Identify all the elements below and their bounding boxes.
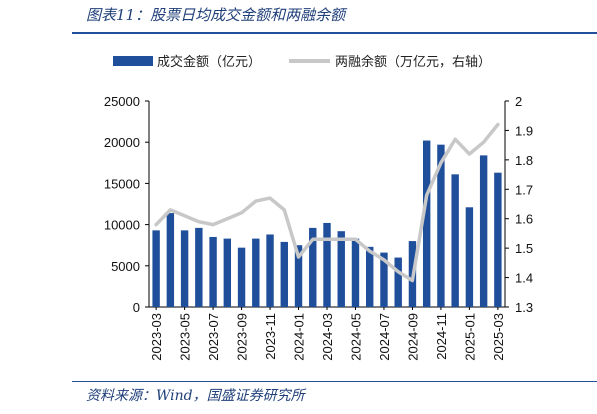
y-right-tick-label: 1.4 bbox=[515, 271, 533, 286]
bar bbox=[337, 231, 345, 307]
line-point bbox=[297, 255, 301, 259]
bar bbox=[223, 238, 232, 307]
legend: 成交金额（亿元） 两融余额（万亿元，右轴） bbox=[113, 54, 491, 70]
y-right-tick-label: 1.3 bbox=[515, 300, 533, 315]
x-tick-labels: 2023-03 2023-05 2023-07 2023-09 2023-11 2024-… bbox=[149, 307, 506, 361]
y-right-tick-label: 1.6 bbox=[515, 212, 533, 227]
x-tick-label: 2024-07 bbox=[377, 313, 392, 361]
x-tick-label: 2024-11 bbox=[434, 313, 449, 360]
line-point bbox=[496, 123, 500, 127]
bar bbox=[237, 247, 246, 307]
bar bbox=[280, 241, 288, 307]
axes: 0 5000 10000 15000 20000 25000 1.3 1.4 1.5 1.6 1.7… bbox=[104, 94, 533, 315]
x-tick-label: 2024-05 bbox=[348, 313, 363, 361]
line-point bbox=[254, 199, 258, 203]
line-point bbox=[453, 137, 457, 141]
line-point bbox=[425, 193, 429, 197]
figure-title: 图表11：股票日均成交金额和两融余额 bbox=[86, 6, 346, 24]
y-left-tick-label: 20000 bbox=[104, 135, 140, 150]
x-tick-label: 2023-05 bbox=[178, 313, 193, 361]
x-tick-label: 2023-09 bbox=[235, 313, 250, 361]
bar bbox=[366, 246, 374, 307]
x-tick-label: 2023-07 bbox=[206, 313, 221, 361]
line-point bbox=[282, 208, 286, 212]
bar bbox=[351, 238, 360, 307]
bar bbox=[465, 207, 474, 307]
x-tick-label: 2023-03 bbox=[149, 313, 164, 361]
line-point bbox=[197, 220, 201, 224]
line-series bbox=[154, 122, 500, 283]
line-point bbox=[268, 196, 272, 200]
line-point bbox=[325, 237, 329, 241]
y-left-tick-label: 10000 bbox=[104, 218, 140, 233]
y-left-tick-label: 0 bbox=[133, 300, 140, 315]
bar bbox=[195, 227, 203, 307]
line-point bbox=[225, 217, 229, 221]
legend-label-bar: 成交金额（亿元） bbox=[157, 54, 261, 70]
line-point bbox=[183, 214, 187, 218]
y-right-tick-label: 1.5 bbox=[515, 241, 533, 256]
line-point bbox=[368, 249, 372, 253]
bar bbox=[479, 155, 488, 307]
bar bbox=[294, 245, 303, 307]
bar bbox=[152, 230, 160, 307]
bar bbox=[180, 230, 189, 307]
line-point bbox=[439, 161, 443, 165]
bar bbox=[437, 144, 445, 307]
title-rule bbox=[72, 32, 597, 34]
line-point bbox=[154, 223, 158, 227]
line-point bbox=[211, 223, 215, 227]
bar bbox=[394, 257, 402, 307]
x-tick-label: 2024-09 bbox=[405, 313, 420, 361]
line-point bbox=[353, 237, 357, 241]
line-point bbox=[311, 237, 315, 241]
bar bbox=[266, 234, 274, 307]
bar bbox=[309, 227, 317, 307]
y-left-tick-label: 5000 bbox=[111, 259, 140, 274]
x-tick-label: 2025-03 bbox=[491, 313, 506, 361]
bar bbox=[422, 140, 431, 307]
y-right-tick-label: 2 bbox=[515, 94, 522, 109]
y-right-tick-label: 1.8 bbox=[515, 153, 533, 168]
x-tick-label: 2025-01 bbox=[462, 313, 477, 361]
bar bbox=[451, 174, 459, 307]
source-rule bbox=[72, 381, 597, 382]
legend-swatch-bar bbox=[113, 56, 153, 66]
line-point bbox=[396, 270, 400, 274]
legend-label-line: 两融余额（万亿元，右轴） bbox=[335, 54, 491, 70]
y-right-tick-label: 1.7 bbox=[515, 182, 533, 197]
x-tick-label: 2024-03 bbox=[320, 313, 335, 361]
line-point bbox=[168, 208, 172, 212]
bar bbox=[252, 238, 260, 307]
y-right-tick-label: 1.9 bbox=[515, 123, 533, 138]
line-point bbox=[467, 152, 471, 156]
line-point bbox=[410, 279, 414, 283]
y-left-tick-label: 15000 bbox=[104, 176, 140, 191]
y-left-tick-label: 25000 bbox=[104, 94, 140, 109]
line-point bbox=[339, 237, 343, 241]
source-note: 资料来源：Wind，国盛证券研究所 bbox=[86, 388, 305, 404]
x-tick-label: 2023-11 bbox=[263, 313, 278, 360]
line-point bbox=[482, 140, 486, 144]
bar bbox=[494, 172, 502, 307]
bar bbox=[209, 236, 217, 307]
x-tick-label: 2024-01 bbox=[292, 313, 307, 361]
bar bbox=[166, 213, 175, 307]
bar bbox=[323, 222, 331, 307]
line-point bbox=[240, 211, 244, 215]
line-point bbox=[382, 258, 386, 262]
bar bbox=[380, 252, 388, 307]
